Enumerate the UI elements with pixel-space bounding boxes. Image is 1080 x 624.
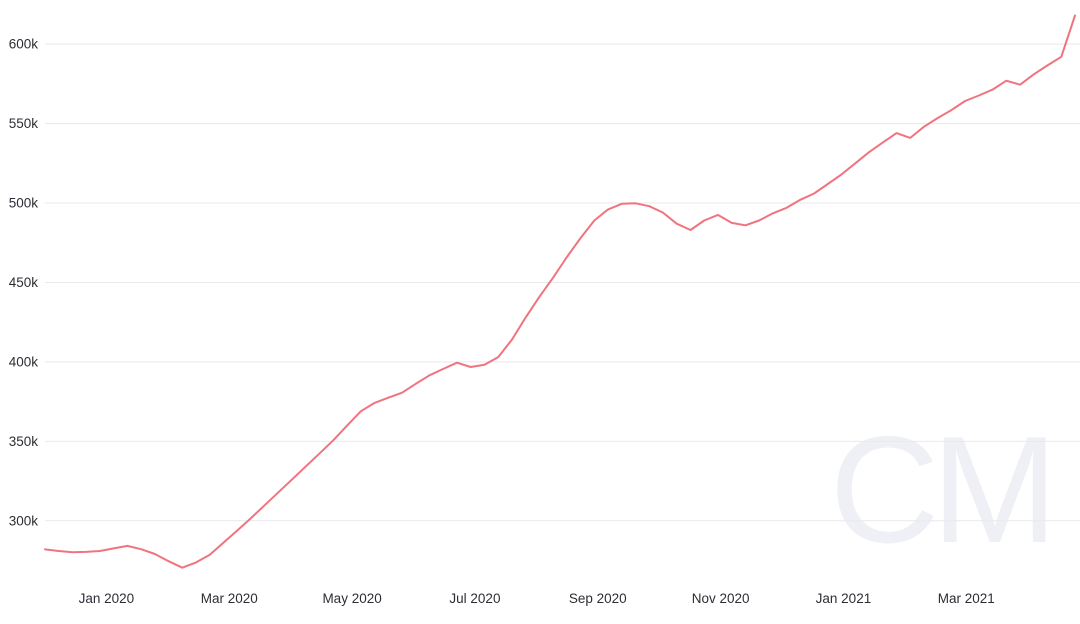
data-series-line [44,14,1076,569]
y-tick-label: 350k [9,434,39,449]
x-tick-label: May 2020 [322,591,381,606]
y-tick-label: 300k [9,513,39,528]
y-tick-label: 400k [9,354,39,369]
x-tick-label: Jul 2020 [449,591,500,606]
x-tick-label: Jan 2021 [816,591,872,606]
y-tick-label: 600k [9,37,39,52]
x-tick-label: Sep 2020 [569,591,627,606]
y-tick-label: 500k [9,196,39,211]
y-tick-label: 450k [9,275,39,290]
x-tick-label: Mar 2021 [938,591,995,606]
x-tick-label: Mar 2020 [201,591,258,606]
x-tick-label: Nov 2020 [692,591,750,606]
x-tick-label: Jan 2020 [79,591,135,606]
y-tick-label: 550k [9,116,39,131]
